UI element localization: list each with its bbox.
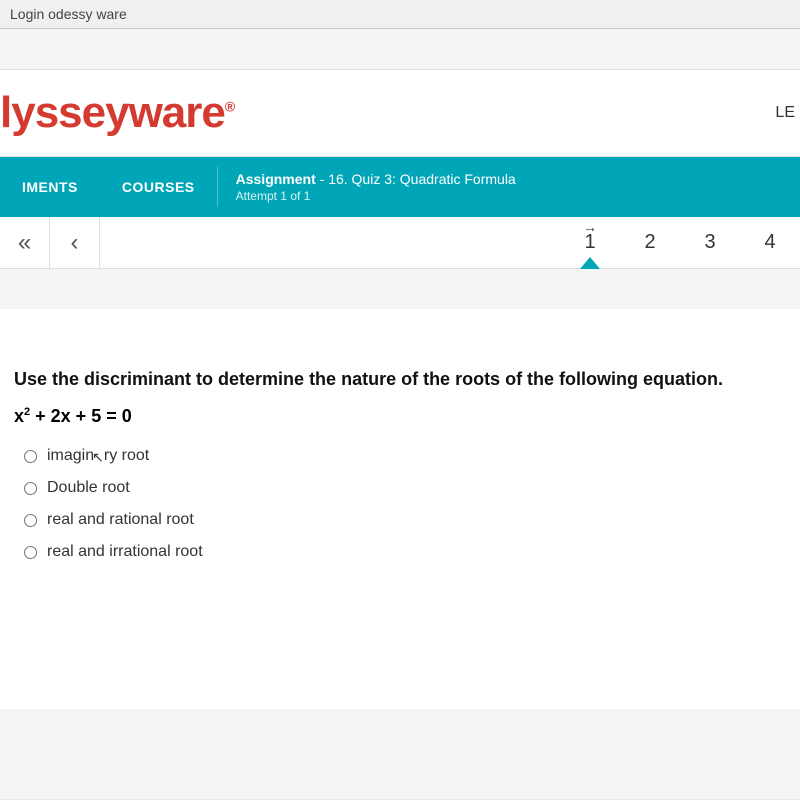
browser-tab-title: Login odessy ware bbox=[0, 0, 800, 29]
question-number-list: → 1 2 3 4 bbox=[560, 217, 800, 268]
brand-logo-text: lysseyware bbox=[0, 88, 225, 137]
radio-double[interactable] bbox=[24, 482, 37, 495]
option-imaginary-root[interactable]: imagin↖ry root bbox=[24, 447, 786, 465]
header-bar: lysseyware® LE bbox=[0, 69, 800, 157]
option-label-3: real and rational root bbox=[47, 511, 194, 529]
brand-logo: lysseyware® bbox=[0, 88, 234, 137]
question-equation: x2 + 2x + 5 = 0 bbox=[14, 406, 786, 427]
attempt-label: Attempt 1 of 1 bbox=[236, 189, 516, 203]
page-container: lysseyware® LE IMENTS COURSES Assignment… bbox=[0, 29, 800, 799]
option-double-root[interactable]: Double root bbox=[24, 479, 786, 497]
assignment-title: - 16. Quiz 3: Quadratic Formula bbox=[320, 171, 516, 187]
cursor-icon: ↖ bbox=[92, 449, 104, 466]
question-nav-4[interactable]: 4 bbox=[740, 217, 800, 268]
pager-bar: « ‹ → 1 2 3 4 bbox=[0, 217, 800, 269]
question-prompt: Use the discriminant to determine the na… bbox=[14, 369, 786, 390]
question-nav-1[interactable]: → 1 bbox=[560, 217, 620, 268]
question-nav-3[interactable]: 3 bbox=[680, 217, 740, 268]
question-nav-2[interactable]: 2 bbox=[620, 217, 680, 268]
first-page-button[interactable]: « bbox=[0, 217, 50, 268]
question-panel: Use the discriminant to determine the na… bbox=[0, 309, 800, 709]
prev-page-button[interactable]: ‹ bbox=[50, 217, 100, 268]
option-label-1: imagin↖ry root bbox=[47, 447, 149, 465]
header-right-label: LE bbox=[775, 104, 795, 122]
eq-rest: + 2x + 5 = 0 bbox=[30, 406, 132, 426]
radio-imaginary[interactable] bbox=[24, 450, 37, 463]
registered-icon: ® bbox=[225, 98, 234, 114]
assignment-label: Assignment bbox=[236, 171, 316, 187]
option-real-rational[interactable]: real and rational root bbox=[24, 511, 786, 529]
option-real-irrational[interactable]: real and irrational root bbox=[24, 543, 786, 561]
assignment-info: Assignment - 16. Quiz 3: Quadratic Formu… bbox=[218, 163, 534, 211]
eq-var: x bbox=[14, 406, 24, 426]
nav-courses[interactable]: COURSES bbox=[100, 179, 217, 195]
current-arrow-icon: → bbox=[583, 219, 597, 235]
nav-bar: IMENTS COURSES Assignment - 16. Quiz 3: … bbox=[0, 157, 800, 217]
option-label-2: Double root bbox=[47, 479, 130, 497]
nav-assignments[interactable]: IMENTS bbox=[0, 179, 100, 195]
radio-irrational[interactable] bbox=[24, 546, 37, 559]
radio-rational[interactable] bbox=[24, 514, 37, 527]
option-label-4: real and irrational root bbox=[47, 543, 203, 561]
